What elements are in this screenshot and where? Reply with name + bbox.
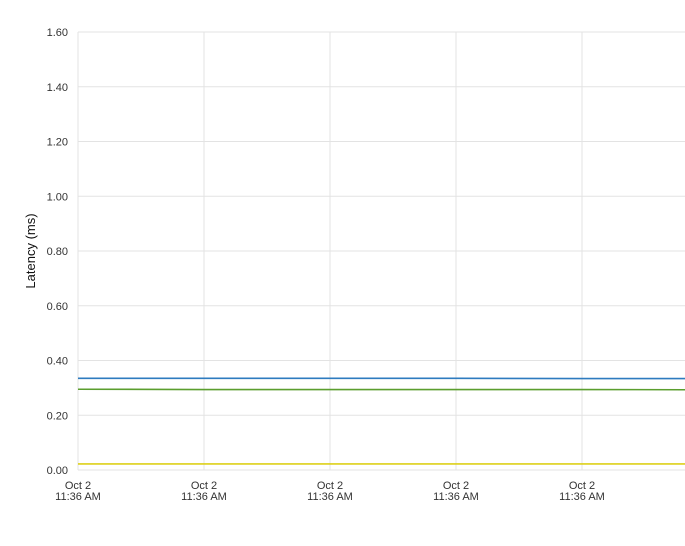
- y-tick-label: 0.40: [47, 356, 68, 368]
- x-tick-label: 11:36 AM: [307, 491, 353, 503]
- x-tick-label: 11:36 AM: [559, 491, 605, 503]
- x-tick-label: 11:36 AM: [181, 491, 227, 503]
- y-tick-label: 0.00: [47, 465, 68, 477]
- x-tick-label: Oct 2: [443, 480, 469, 492]
- y-tick-label: 0.80: [47, 246, 68, 258]
- y-tick-label: 1.00: [47, 191, 68, 203]
- y-tick-label: 1.60: [47, 27, 68, 39]
- y-tick-label: 1.40: [47, 82, 68, 94]
- x-tick-label: 11:36 AM: [55, 491, 101, 503]
- x-tick-label: Oct 2: [191, 480, 217, 492]
- x-tick-label: Oct 2: [317, 480, 343, 492]
- y-axis-title: Latency (ms): [23, 213, 38, 288]
- x-tick-label: Oct 2: [569, 480, 595, 492]
- y-tick-label: 0.20: [47, 410, 68, 422]
- y-tick-label: 1.20: [47, 137, 68, 149]
- y-tick-label: 0.60: [47, 301, 68, 313]
- x-tick-label: 11:36 AM: [433, 491, 479, 503]
- x-tick-label: Oct 2: [65, 480, 91, 492]
- series-line: [78, 388, 685, 391]
